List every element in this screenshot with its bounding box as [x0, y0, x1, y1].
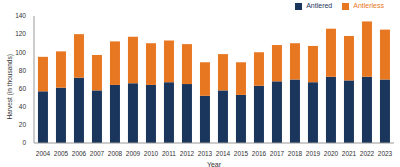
- svg-text:80: 80: [19, 67, 27, 74]
- svg-text:2011: 2011: [162, 150, 176, 157]
- svg-text:140: 140: [15, 12, 26, 19]
- svg-text:2012: 2012: [180, 150, 195, 157]
- svg-text:2015: 2015: [234, 150, 249, 157]
- svg-text:2017: 2017: [270, 150, 285, 157]
- svg-text:2009: 2009: [126, 150, 141, 157]
- svg-text:20: 20: [19, 121, 27, 128]
- svg-text:2016: 2016: [252, 150, 267, 157]
- svg-text:120: 120: [15, 30, 26, 37]
- svg-text:100: 100: [15, 49, 26, 56]
- html-text:Antlered: Antlered: [306, 2, 333, 9]
- svg-text:0: 0: [22, 139, 26, 146]
- svg-text:2010: 2010: [144, 150, 159, 157]
- svg-text:2014: 2014: [216, 150, 231, 157]
- html-text:Antlerless: Antlerless: [353, 2, 384, 9]
- svg-text:2020: 2020: [324, 150, 339, 157]
- svg-text:2004: 2004: [36, 150, 51, 157]
- svg-text:2013: 2013: [198, 150, 213, 157]
- svg-text:2021: 2021: [342, 150, 357, 157]
- svg-text:2007: 2007: [90, 150, 105, 157]
- svg-text:Harvest (in thousands): Harvest (in thousands): [8, 54, 14, 119]
- svg-text:2019: 2019: [306, 150, 321, 157]
- svg-text:60: 60: [19, 85, 27, 92]
- svg-text:Year: Year: [207, 161, 222, 167]
- svg-text:2018: 2018: [288, 150, 303, 157]
- svg-text:2006: 2006: [72, 150, 87, 157]
- svg-text:2022: 2022: [360, 150, 375, 157]
- svg-text:2005: 2005: [54, 150, 69, 157]
- svg-text:2023: 2023: [378, 150, 392, 157]
- svg-text:2008: 2008: [108, 150, 123, 157]
- svg-text:40: 40: [19, 103, 27, 110]
